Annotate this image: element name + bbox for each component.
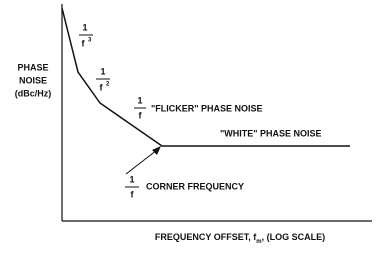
- x-axis-title: FREQUENCY OFFSET, fm, (LOG SCALE): [155, 232, 325, 244]
- corner-label: CORNER FREQUENCY: [146, 181, 244, 191]
- x-label-rest: , (LOG SCALE): [262, 232, 326, 242]
- denominator: f: [82, 38, 86, 48]
- denominator: f: [131, 189, 135, 199]
- y-label: PHASE: [17, 62, 48, 72]
- arrow-head: [152, 146, 161, 155]
- numerator: 1: [137, 95, 142, 105]
- exponent: 3: [88, 38, 92, 44]
- arrow-shaft: [125, 149, 158, 175]
- y-label: (dBc/Hz): [15, 88, 52, 98]
- region-label: "FLICKER" PHASE NOISE: [151, 103, 263, 113]
- exponent: 2: [106, 82, 110, 88]
- denominator: f: [100, 82, 104, 92]
- denominator: f: [139, 110, 143, 120]
- y-label: NOISE: [19, 75, 47, 85]
- numerator: 1: [100, 66, 105, 76]
- numerator: 1: [129, 174, 134, 184]
- noise-curve: [61, 7, 350, 147]
- x-label-subscript: m: [256, 239, 261, 245]
- x-label-main: FREQUENCY OFFSET, f: [155, 232, 257, 242]
- numerator: 1: [82, 22, 87, 32]
- region-label: "WHITE" PHASE NOISE: [220, 128, 322, 138]
